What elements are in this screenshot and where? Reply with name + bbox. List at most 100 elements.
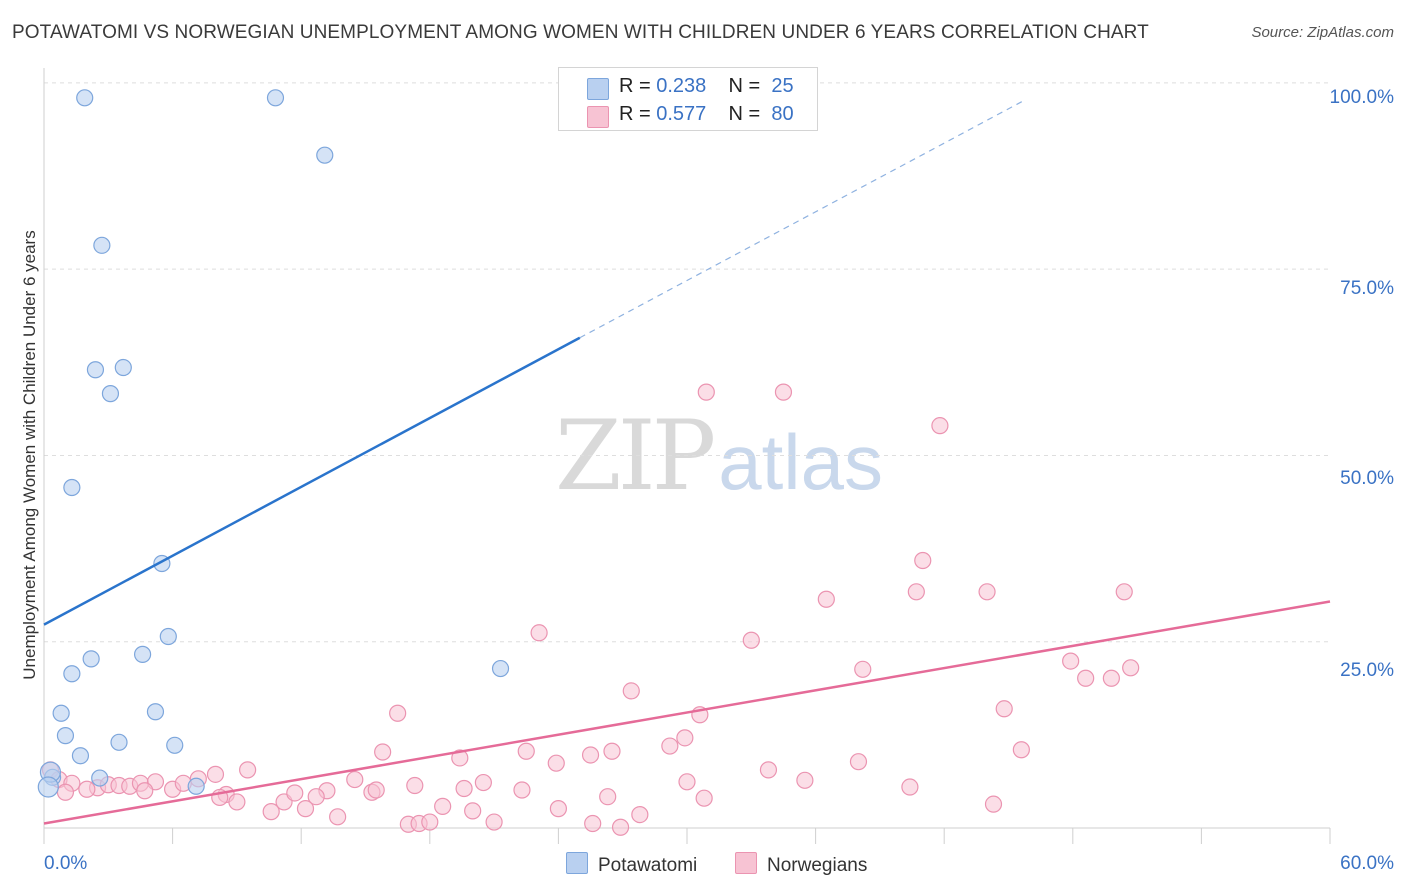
potawatomi-point-15 bbox=[146, 703, 165, 721]
norwegians-point-42 bbox=[611, 818, 630, 836]
norwegians-point-50 bbox=[695, 789, 713, 807]
norwegians-point-46 bbox=[676, 729, 694, 747]
norwegians-point-61 bbox=[931, 417, 949, 435]
norwegians-point-48 bbox=[678, 773, 696, 791]
norwegians-point-75 bbox=[228, 793, 246, 811]
norwegians-point-79 bbox=[464, 802, 482, 820]
norwegians-point-33 bbox=[513, 781, 531, 799]
norwegians-point-27 bbox=[421, 813, 439, 831]
potawatomi-point-11 bbox=[133, 645, 152, 663]
legend-n-value-norwegians: 80 bbox=[771, 103, 794, 125]
potawatomi-point-16 bbox=[110, 733, 128, 751]
potawatomi-point-5 bbox=[114, 358, 132, 377]
norwegians-point-55 bbox=[817, 590, 835, 608]
chart-title: POTAWATOMI VS NORWEGIAN UNEMPLOYMENT AMO… bbox=[12, 22, 1149, 43]
legend-n-label-potawatomi: N = bbox=[728, 75, 766, 97]
potawatomi-point-17 bbox=[166, 736, 184, 754]
potawatomi-point-0 bbox=[76, 89, 94, 107]
norwegians-point-23 bbox=[374, 743, 392, 761]
norwegians-point-38 bbox=[581, 746, 600, 764]
norwegians-point-69 bbox=[1115, 583, 1133, 601]
bottom-legend-potawatomi: Potawatomi bbox=[566, 852, 697, 877]
bottom-legend-swatch-potawatomi bbox=[566, 852, 588, 874]
norwegians-point-40 bbox=[603, 742, 621, 760]
norwegians-point-65 bbox=[1062, 652, 1080, 670]
norwegians-point-32 bbox=[485, 813, 503, 831]
norwegians-point-30 bbox=[455, 779, 473, 798]
norwegians-point-56 bbox=[854, 660, 872, 678]
legend-r-label-potawatomi: R = bbox=[619, 75, 657, 97]
potawatomi-point-3 bbox=[93, 236, 111, 254]
potawatomi-point-12 bbox=[63, 665, 81, 683]
norwegians-point-62 bbox=[978, 583, 996, 601]
legend-r-value-norwegians: 0.577 bbox=[656, 103, 707, 125]
potawatomi-trend-extension bbox=[579, 100, 1024, 339]
legend-swatch-potawatomi bbox=[587, 78, 609, 100]
norwegians-point-59 bbox=[907, 583, 925, 601]
norwegians-trend-line bbox=[43, 600, 1331, 825]
potawatomi-point-10 bbox=[82, 650, 100, 668]
y-tick-label-75: 75.0% bbox=[1340, 278, 1394, 299]
legend-n-value-potawatomi: 25 bbox=[771, 75, 794, 97]
potawatomi-point-24 bbox=[37, 776, 59, 798]
norwegians-point-73 bbox=[136, 782, 154, 800]
potawatomi-point-6 bbox=[101, 385, 120, 403]
potawatomi-point-13 bbox=[52, 704, 70, 722]
norwegians-point-70 bbox=[984, 795, 1003, 813]
norwegians-point-34 bbox=[517, 742, 535, 760]
potawatomi-point-18 bbox=[71, 747, 90, 765]
norwegians-point-64 bbox=[1012, 741, 1030, 759]
norwegians-point-54 bbox=[796, 771, 814, 789]
legend-r-label-norwegians: R = bbox=[619, 103, 657, 125]
y-tick-label-50: 50.0% bbox=[1340, 468, 1394, 489]
norwegians-point-41 bbox=[584, 814, 602, 833]
norwegians-point-68 bbox=[1122, 659, 1140, 677]
norwegians-point-72 bbox=[78, 780, 96, 798]
y-tick-label-100: 100.0% bbox=[1329, 87, 1394, 108]
norwegians-point-36 bbox=[547, 754, 565, 772]
bottom-legend-label-potawatomi: Potawatomi bbox=[598, 855, 698, 876]
bottom-legend-label-norwegians: Norwegians bbox=[767, 855, 868, 876]
norwegians-point-22 bbox=[367, 781, 385, 799]
norwegians-point-45 bbox=[661, 737, 679, 755]
norwegians-point-14 bbox=[239, 761, 257, 779]
norwegians-point-52 bbox=[759, 761, 778, 779]
legend-r-value-potawatomi: 0.238 bbox=[656, 75, 707, 97]
norwegians-point-12 bbox=[206, 765, 225, 783]
norwegians-point-60 bbox=[914, 551, 932, 570]
potawatomi-point-4 bbox=[86, 361, 105, 379]
norwegians-point-39 bbox=[599, 788, 617, 806]
norwegians-point-15 bbox=[262, 803, 280, 821]
norwegians-point-51 bbox=[774, 383, 793, 401]
source-credit: Source: ZipAtlas.com bbox=[1251, 24, 1394, 41]
norwegians-point-37 bbox=[549, 800, 568, 818]
norwegians-point-67 bbox=[1102, 669, 1120, 687]
potawatomi-point-14 bbox=[56, 727, 75, 745]
potawatomi-point-1 bbox=[266, 89, 285, 107]
y-tick-label-25: 25.0% bbox=[1340, 660, 1394, 681]
norwegians-point-49 bbox=[697, 383, 715, 401]
correlation-legend: R = 0.238 N = 25 R = 0.577 N = 80 bbox=[558, 67, 818, 131]
norwegians-point-63 bbox=[995, 700, 1013, 718]
norwegians-point-77 bbox=[307, 788, 325, 806]
norwegians-point-31 bbox=[474, 773, 492, 792]
potawatomi-point-2 bbox=[316, 146, 334, 164]
potawatomi-point-20 bbox=[91, 769, 109, 787]
norwegians-point-76 bbox=[286, 784, 304, 802]
norwegians-point-35 bbox=[530, 624, 548, 642]
norwegians-point-20 bbox=[346, 770, 364, 789]
potawatomi-point-7 bbox=[63, 478, 81, 497]
bottom-legend-norwegians: Norwegians bbox=[735, 852, 867, 877]
potawatomi-point-22 bbox=[491, 659, 510, 678]
norwegians-point-44 bbox=[631, 805, 649, 824]
norwegians-point-43 bbox=[622, 682, 640, 700]
norwegians-point-66 bbox=[1077, 669, 1095, 687]
bottom-legend-swatch-norwegians bbox=[735, 852, 757, 874]
potawatomi-trend-line bbox=[43, 336, 581, 626]
norwegians-point-57 bbox=[849, 753, 868, 771]
norwegians-point-28 bbox=[434, 797, 452, 815]
potawatomi-point-21 bbox=[187, 777, 205, 795]
legend-n-label-norwegians: N = bbox=[728, 103, 766, 125]
norwegians-point-18 bbox=[329, 808, 347, 826]
